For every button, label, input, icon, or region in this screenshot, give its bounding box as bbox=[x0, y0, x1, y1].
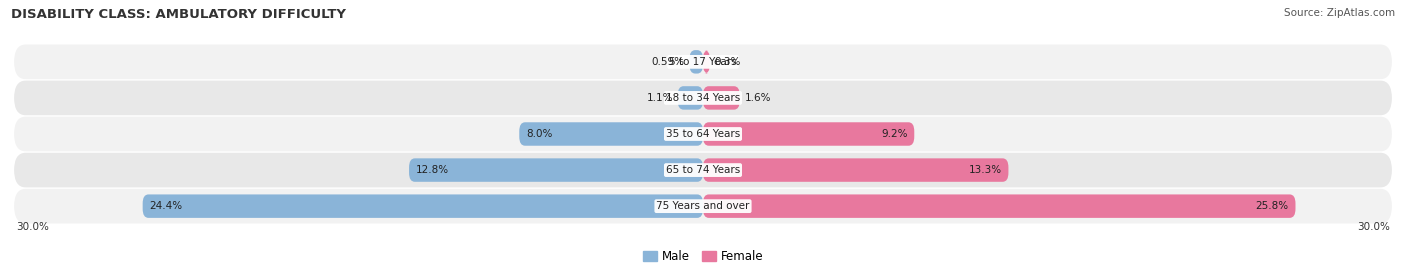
FancyBboxPatch shape bbox=[689, 50, 703, 74]
Text: 18 to 34 Years: 18 to 34 Years bbox=[666, 93, 740, 103]
Text: 75 Years and over: 75 Years and over bbox=[657, 201, 749, 211]
Text: 12.8%: 12.8% bbox=[416, 165, 449, 175]
FancyBboxPatch shape bbox=[678, 86, 703, 110]
Text: 0.59%: 0.59% bbox=[652, 57, 685, 67]
FancyBboxPatch shape bbox=[703, 50, 710, 74]
Text: 1.6%: 1.6% bbox=[744, 93, 770, 103]
Text: DISABILITY CLASS: AMBULATORY DIFFICULTY: DISABILITY CLASS: AMBULATORY DIFFICULTY bbox=[11, 8, 346, 21]
Text: 13.3%: 13.3% bbox=[969, 165, 1001, 175]
Text: 9.2%: 9.2% bbox=[882, 129, 907, 139]
Text: 1.1%: 1.1% bbox=[647, 93, 673, 103]
Text: 35 to 64 Years: 35 to 64 Years bbox=[666, 129, 740, 139]
Text: 30.0%: 30.0% bbox=[17, 222, 49, 232]
Text: Source: ZipAtlas.com: Source: ZipAtlas.com bbox=[1284, 8, 1395, 18]
FancyBboxPatch shape bbox=[142, 194, 703, 218]
Text: 5 to 17 Years: 5 to 17 Years bbox=[669, 57, 737, 67]
FancyBboxPatch shape bbox=[703, 86, 740, 110]
FancyBboxPatch shape bbox=[14, 153, 1392, 187]
Text: 25.8%: 25.8% bbox=[1256, 201, 1289, 211]
FancyBboxPatch shape bbox=[409, 158, 703, 182]
FancyBboxPatch shape bbox=[14, 189, 1392, 224]
FancyBboxPatch shape bbox=[703, 122, 914, 146]
Legend: Male, Female: Male, Female bbox=[643, 250, 763, 263]
Text: 65 to 74 Years: 65 to 74 Years bbox=[666, 165, 740, 175]
Text: 30.0%: 30.0% bbox=[1357, 222, 1389, 232]
Text: 24.4%: 24.4% bbox=[149, 201, 183, 211]
Text: 0.3%: 0.3% bbox=[714, 57, 741, 67]
FancyBboxPatch shape bbox=[14, 81, 1392, 115]
Text: 8.0%: 8.0% bbox=[526, 129, 553, 139]
FancyBboxPatch shape bbox=[703, 194, 1295, 218]
FancyBboxPatch shape bbox=[14, 117, 1392, 151]
FancyBboxPatch shape bbox=[519, 122, 703, 146]
FancyBboxPatch shape bbox=[14, 44, 1392, 79]
FancyBboxPatch shape bbox=[703, 158, 1008, 182]
